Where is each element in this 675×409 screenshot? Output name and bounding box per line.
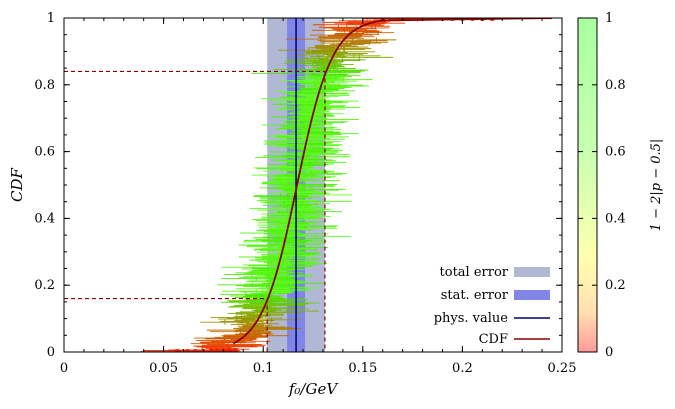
x-axis-ticks: 0 0.05 0.1 0.15 0.2 0.25 — [60, 18, 577, 376]
cdf-curve — [232, 18, 553, 345]
colorbar-tick-label: 0 — [605, 345, 613, 360]
colorbar-tick-label: 1 — [605, 11, 613, 26]
colorbar-ticks: 0 0.2 0.4 0.6 0.8 1 — [578, 11, 626, 360]
y-tick-label: 0.4 — [34, 211, 55, 226]
overlay-lines — [64, 18, 553, 352]
y-axis-label: CDF — [8, 167, 26, 202]
y-tick-label: 0.6 — [34, 145, 55, 160]
legend: total error stat. error phys. value CDF — [434, 265, 550, 347]
x-axis-label: f₀/GeV — [288, 380, 339, 398]
legend-swatch-stat-error — [514, 290, 550, 300]
y-tick-label: 0.2 — [34, 278, 55, 293]
legend-label-cdf: CDF — [479, 332, 508, 347]
y-tick-label: 1 — [47, 11, 55, 26]
legend-label-phys-value: phys. value — [434, 311, 509, 326]
colorbar-tick-label: 0.6 — [605, 145, 626, 160]
x-tick-label: 0.15 — [348, 361, 377, 376]
y-axis-ticks: 0 0.2 0.4 0.6 0.8 1 — [34, 11, 562, 360]
x-tick-label: 0.05 — [149, 361, 178, 376]
legend-label-stat-error: stat. error — [441, 288, 509, 303]
colorbar-tick-label: 0.2 — [605, 278, 626, 293]
data-points — [140, 18, 553, 352]
x-tick-label: 0.2 — [452, 361, 473, 376]
colorbar — [577, 17, 598, 353]
legend-label-total-error: total error — [440, 265, 509, 280]
x-tick-label: 0.25 — [548, 361, 577, 376]
y-tick-label: 0.8 — [34, 78, 55, 93]
x-tick-label: 0.1 — [253, 361, 274, 376]
x-tick-label: 0 — [60, 361, 68, 376]
y-tick-label: 0 — [47, 345, 55, 360]
colorbar-tick-label: 0.4 — [605, 211, 626, 226]
colorbar-tick-label: 0.8 — [605, 78, 626, 93]
legend-swatch-total-error — [514, 267, 550, 277]
colorbar-label: 1 − 2|p − 0.5| — [649, 139, 664, 232]
